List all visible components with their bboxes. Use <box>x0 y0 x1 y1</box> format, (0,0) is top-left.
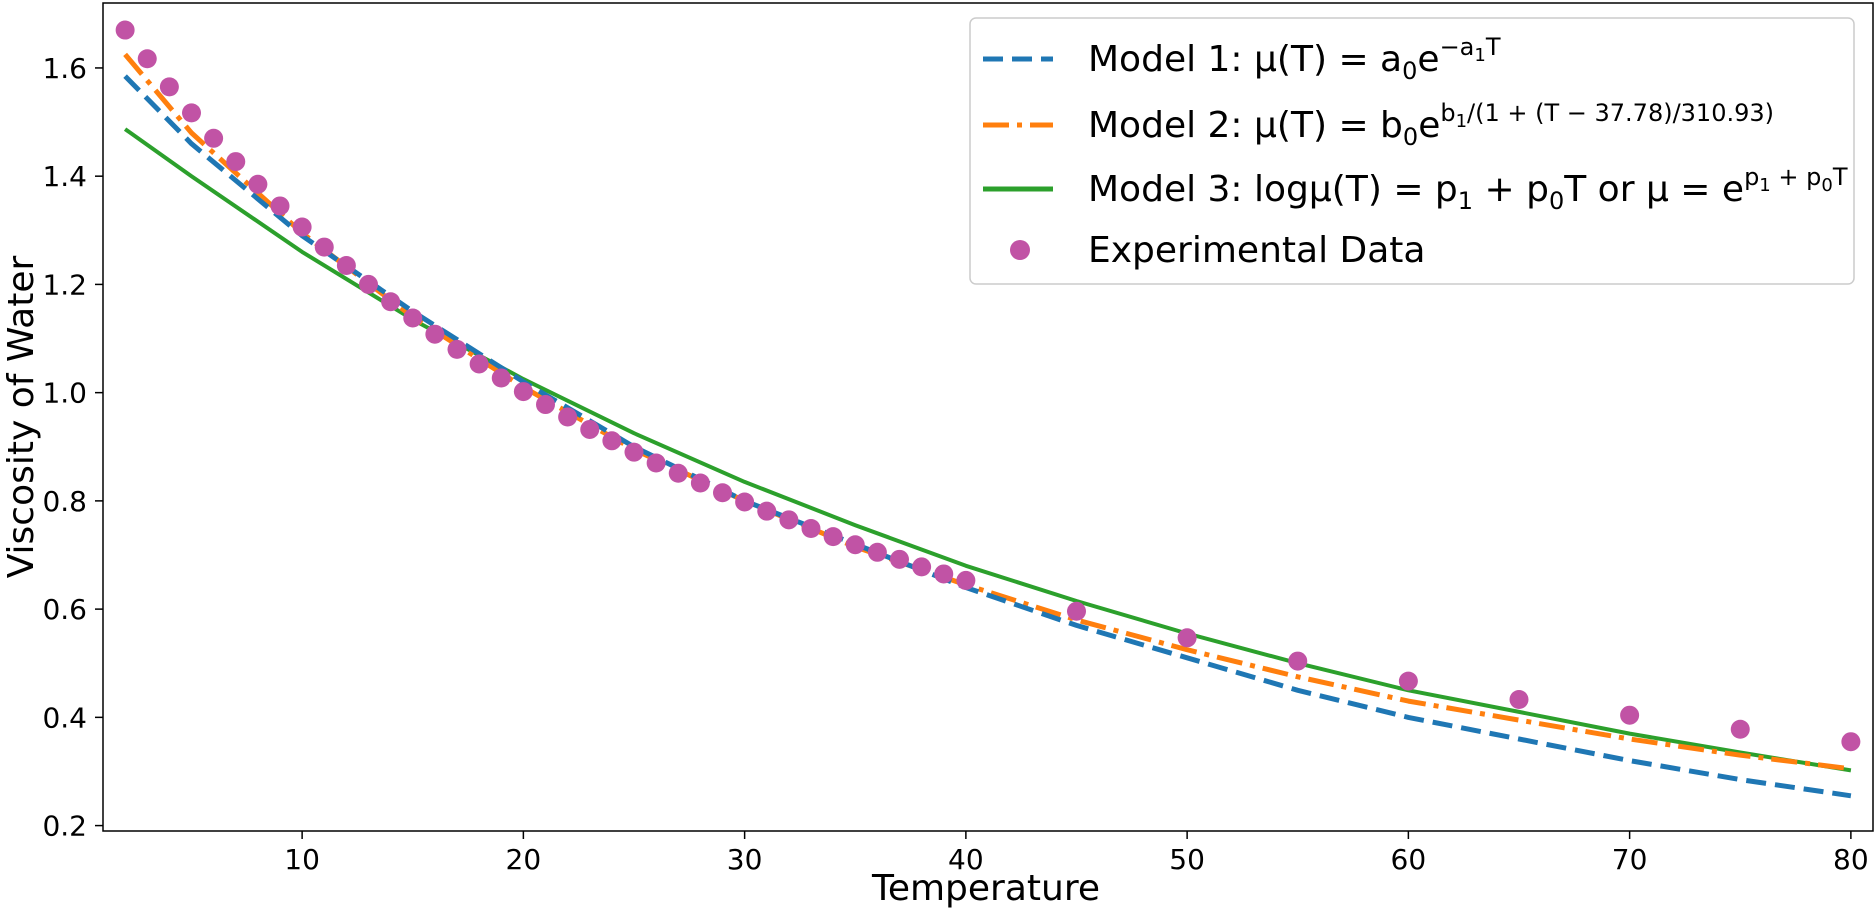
y-tick-label: 1.2 <box>42 268 87 301</box>
data-point <box>425 324 445 344</box>
y-tick-label: 1.6 <box>42 52 87 85</box>
data-point <box>536 395 555 415</box>
data-point <box>381 292 401 312</box>
data-point <box>270 196 290 216</box>
x-tick-label: 10 <box>284 843 320 876</box>
data-point <box>912 557 932 577</box>
x-tick-label: 20 <box>506 843 542 876</box>
series-layer <box>115 20 1861 799</box>
y-tick-label: 1.4 <box>42 160 87 193</box>
data-point <box>1288 651 1308 671</box>
data-point <box>292 217 312 237</box>
x-tick-label: 30 <box>727 843 763 876</box>
x-tick-label: 80 <box>1833 843 1869 876</box>
y-tick-label: 0.8 <box>42 485 87 518</box>
data-point <box>801 518 821 538</box>
data-point <box>491 368 511 388</box>
data-point <box>1067 601 1086 621</box>
data-point <box>1730 719 1750 739</box>
legend-entry-model3: Model 3: logμ(T) = p1 + p0T or μ = ep1 +… <box>1088 163 1848 215</box>
data-point <box>314 237 334 257</box>
data-point <box>646 453 666 473</box>
data-point <box>336 255 356 275</box>
legend-prefix-model1: Model 1: <box>1088 39 1254 80</box>
legend: Model 1: μ(T) = a0e−a1T Model 2: μ(T) = … <box>969 17 1855 285</box>
series-experimental-data <box>115 20 1861 752</box>
data-point <box>469 354 489 374</box>
x-tick-label: 40 <box>948 843 984 876</box>
legend-entry-model2: Model 2: μ(T) = b0eb1/(1 + (T − 37.78)/3… <box>1088 99 1774 151</box>
data-point <box>845 535 865 555</box>
data-point <box>558 407 578 427</box>
y-tick-label: 0.4 <box>42 701 87 734</box>
data-point <box>956 570 976 590</box>
legend-prefix-model2: Model 2: <box>1088 105 1254 146</box>
x-axis-ticks: 10 20 30 40 50 60 70 80 <box>284 831 1869 876</box>
data-point <box>890 549 909 569</box>
legend-entry-model1: Model 1: μ(T) = a0e−a1T <box>1088 33 1501 85</box>
data-point <box>447 339 467 359</box>
legend-swatch-data <box>1010 240 1030 260</box>
data-point <box>137 49 157 69</box>
data-point <box>1177 628 1197 648</box>
data-point <box>602 431 622 451</box>
data-point <box>624 442 644 462</box>
legend-box <box>969 17 1855 285</box>
data-point <box>248 174 268 194</box>
x-tick-label: 60 <box>1391 843 1427 876</box>
y-tick-label: 1.0 <box>42 377 87 410</box>
data-point <box>159 77 179 97</box>
data-point <box>1509 689 1529 709</box>
x-axis-label: Temperature <box>871 868 1100 909</box>
data-point <box>823 527 843 547</box>
data-point <box>934 564 954 584</box>
data-point <box>1398 671 1418 691</box>
data-point <box>867 542 887 562</box>
x-tick-label: 50 <box>1169 843 1205 876</box>
legend-entry-data: Experimental Data <box>1088 230 1425 271</box>
data-point <box>115 20 135 40</box>
data-point <box>403 308 423 328</box>
data-point <box>690 473 710 493</box>
data-point <box>1620 705 1640 725</box>
data-point <box>359 274 378 294</box>
data-point <box>182 103 201 123</box>
data-point <box>1841 732 1861 752</box>
y-axis-ticks: 0.2 0.4 0.6 0.8 1.0 1.2 1.4 1.6 <box>42 52 103 843</box>
data-point <box>779 510 799 530</box>
data-point <box>757 501 777 521</box>
y-tick-label: 0.6 <box>42 593 87 626</box>
data-point <box>204 128 224 148</box>
legend-prefix-model3: Model 3: <box>1088 169 1254 210</box>
x-tick-label: 70 <box>1612 843 1648 876</box>
y-axis-label: Viscosity of Water <box>1 256 42 579</box>
data-point <box>735 492 755 512</box>
data-point <box>513 382 533 402</box>
data-point <box>226 152 246 172</box>
series-line-model-3 <box>123 127 1852 773</box>
data-point <box>668 463 688 483</box>
data-point <box>713 483 732 503</box>
y-tick-label: 0.2 <box>42 810 87 843</box>
data-point <box>580 419 600 439</box>
plot-frame <box>102 2 1874 832</box>
